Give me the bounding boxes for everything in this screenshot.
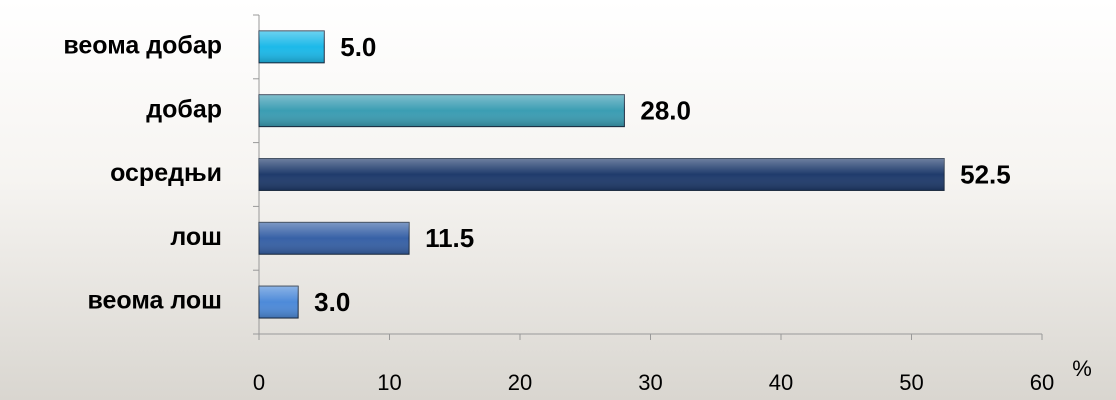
y-tick-label: веома добар — [63, 32, 222, 60]
x-tick-label: 40 — [769, 370, 793, 395]
bar-shine — [259, 95, 624, 127]
y-tick-label: добар — [146, 95, 222, 123]
bar-shine — [259, 159, 944, 191]
bar-shine — [259, 222, 409, 254]
background — [0, 0, 1116, 400]
y-tick-label: веома лош — [87, 287, 222, 315]
y-tick-label: осредњи — [110, 159, 222, 187]
data-label: 28.0 — [640, 96, 691, 126]
data-label: 52.5 — [960, 159, 1011, 189]
data-label: 11.5 — [425, 223, 474, 253]
x-axis-label: % — [1072, 356, 1092, 381]
chart: % 0 10 20 30 40 50 60 веома добар 5.0 добар 28.0 ос… — [0, 0, 1116, 400]
page: {"chart_data": {"type": "bar", "orientat… — [0, 0, 1116, 400]
x-tick-label: 30 — [638, 370, 662, 395]
y-tick-label: лош — [170, 223, 222, 251]
x-tick-label: 60 — [1030, 370, 1054, 395]
x-tick-label: 0 — [253, 370, 265, 395]
x-tick-label: 50 — [899, 370, 923, 395]
x-tick-label: 20 — [508, 370, 532, 395]
x-tick-label: 10 — [377, 370, 401, 395]
bar-shine — [259, 31, 324, 63]
bar-shine — [259, 286, 298, 318]
data-label: 3.0 — [314, 287, 350, 317]
data-label: 5.0 — [340, 32, 376, 62]
